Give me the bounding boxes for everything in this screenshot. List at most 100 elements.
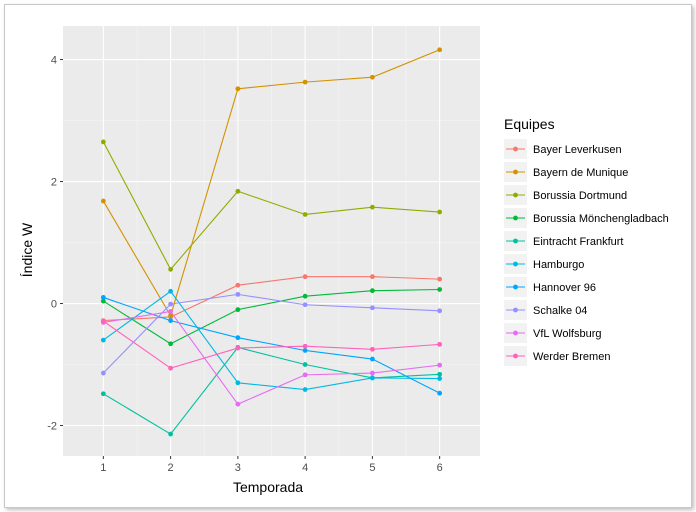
data-point xyxy=(437,362,443,368)
legend-label: Hannover 96 xyxy=(533,282,596,294)
data-point xyxy=(100,370,106,376)
series-line xyxy=(103,310,440,405)
data-point xyxy=(369,356,375,362)
legend-key-point xyxy=(513,330,518,336)
data-point xyxy=(302,372,308,378)
data-point xyxy=(168,266,174,272)
data-point xyxy=(437,209,443,215)
series-lines xyxy=(102,49,440,435)
data-point xyxy=(302,343,308,349)
data-point xyxy=(235,188,241,194)
legend-key-point xyxy=(513,215,518,221)
legend-label: Bayer Leverkusen xyxy=(533,144,622,156)
legend-label: VfL Wolfsburg xyxy=(533,328,601,340)
data-point xyxy=(100,139,106,145)
data-point xyxy=(168,313,174,319)
series-points xyxy=(100,47,443,437)
series-line xyxy=(103,276,440,322)
data-point xyxy=(437,390,443,396)
series-line xyxy=(102,49,440,318)
data-point xyxy=(235,282,241,288)
x-tick-label: 2 xyxy=(168,462,174,474)
x-tick-label: 4 xyxy=(302,462,308,474)
data-point xyxy=(235,345,241,351)
series-line xyxy=(103,346,440,435)
data-point xyxy=(369,288,375,294)
minor-gridlines xyxy=(63,26,480,456)
legend-key-point xyxy=(513,261,518,267)
series-line xyxy=(103,320,440,369)
data-point xyxy=(437,371,443,377)
data-point xyxy=(302,274,308,280)
data-point xyxy=(168,301,174,307)
series-line xyxy=(103,290,440,391)
legend-key-point xyxy=(513,284,518,290)
data-point xyxy=(235,380,241,386)
legend-key-point xyxy=(513,146,518,152)
y-tick-label: 4 xyxy=(51,55,57,67)
legend-label: Hamburgo xyxy=(533,259,584,271)
data-point xyxy=(235,335,241,341)
data-point xyxy=(168,431,174,437)
series-line xyxy=(103,288,440,345)
series-line xyxy=(102,141,440,271)
data-point xyxy=(369,346,375,352)
data-point xyxy=(235,307,241,313)
data-point xyxy=(168,365,174,371)
data-point xyxy=(369,274,375,280)
legend-label: Eintracht Frankfurt xyxy=(533,236,623,248)
data-point xyxy=(302,212,308,217)
data-point xyxy=(100,198,106,204)
data-point xyxy=(235,291,241,297)
legend-label: Schalke 04 xyxy=(533,305,587,317)
data-point xyxy=(100,391,106,397)
series-line xyxy=(102,293,440,374)
data-point xyxy=(369,74,375,80)
data-point xyxy=(168,341,174,347)
x-tick-label: 6 xyxy=(437,462,443,474)
legend-key-point xyxy=(513,238,518,244)
data-point xyxy=(168,318,174,323)
legend-title: Equipes xyxy=(504,116,555,132)
data-point xyxy=(100,318,106,324)
legend-key-point xyxy=(513,307,518,313)
data-point xyxy=(100,295,106,300)
y-tick-label: 0 xyxy=(51,299,57,311)
legend-key-point xyxy=(513,169,518,175)
data-point xyxy=(437,341,443,347)
legend-key-point xyxy=(513,192,518,198)
y-tick-label: 2 xyxy=(51,177,57,189)
legend-label: Bayern de Munique xyxy=(533,167,628,179)
data-point xyxy=(302,293,308,299)
data-point xyxy=(437,287,443,292)
x-tick-label: 1 xyxy=(100,462,106,474)
data-point xyxy=(168,288,174,294)
x-tick-label: 5 xyxy=(369,462,375,474)
data-point xyxy=(302,362,308,367)
data-point xyxy=(235,401,241,407)
legend-label: Borussia Dortmund xyxy=(533,190,627,202)
data-point xyxy=(437,308,443,314)
x-axis-title: Temporada xyxy=(233,479,303,495)
data-point xyxy=(369,204,375,210)
legend-label: Borussia Mönchengladbach xyxy=(533,213,669,225)
series-line xyxy=(103,296,440,394)
data-point xyxy=(302,348,308,353)
legend-label: Werder Bremen xyxy=(533,351,610,363)
x-axis-ticks: 1 2 3 4 5 6 xyxy=(100,456,443,474)
y-axis-ticks: -2 0 2 4 xyxy=(47,55,63,433)
data-point xyxy=(369,305,375,311)
data-point xyxy=(437,376,443,381)
data-point xyxy=(369,370,375,376)
legend: Bayer Leverkusen Bayern de Munique Borussi… xyxy=(504,139,669,366)
data-point xyxy=(235,86,241,92)
data-point xyxy=(302,79,308,85)
data-point xyxy=(437,47,443,53)
y-axis-title: Índice W xyxy=(19,222,35,277)
y-tick-label: -2 xyxy=(47,421,57,433)
data-point xyxy=(437,276,443,282)
legend-key-point xyxy=(513,353,518,359)
data-point xyxy=(100,337,106,343)
data-point xyxy=(302,302,308,308)
